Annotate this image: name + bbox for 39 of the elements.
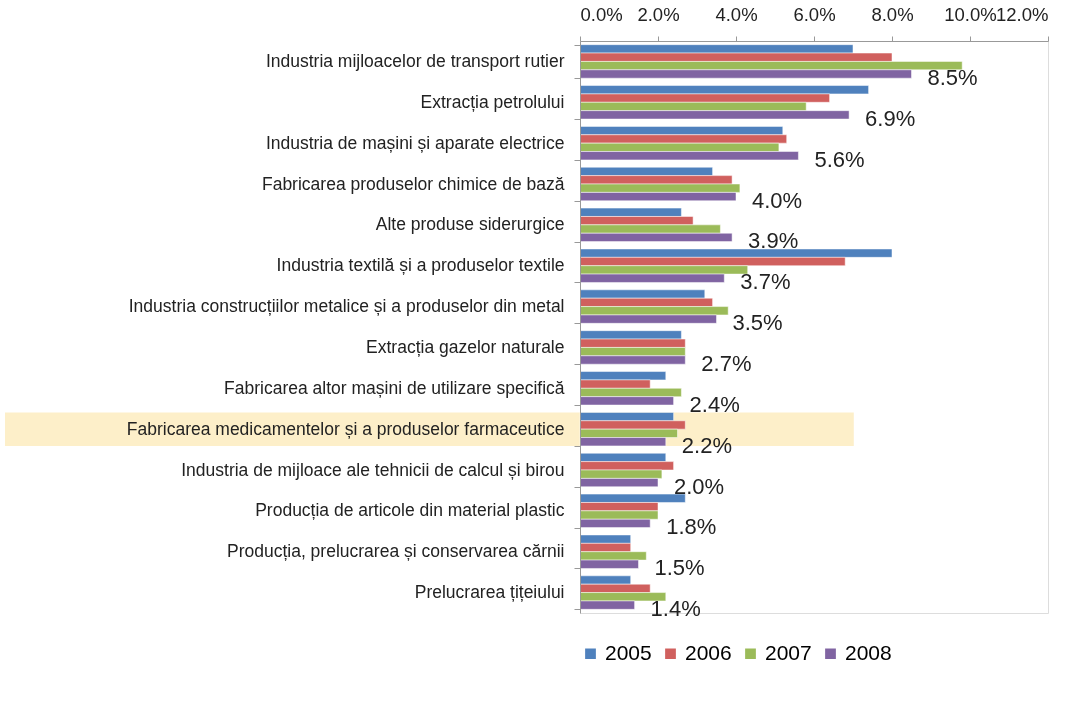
data-label: 3.9% [748,228,799,254]
y-tick-label: Producția de articole din material plastic [255,500,565,521]
x-tick-label: 10.0% [944,3,997,25]
x-tick-label: 0.0% [580,3,623,25]
data-label: 3.7% [740,269,791,295]
data-label: 1.8% [666,514,717,540]
data-label: 2.4% [689,391,740,417]
y-tick-label: Fabricarea produselor chimice de bază [261,173,565,194]
x-tick-label: 12.0% [996,3,1049,25]
legend-label: 2008 [845,640,892,664]
legend-label: 2006 [685,640,732,664]
data-label: 1.5% [654,555,705,581]
data-label: 2.2% [681,432,732,458]
y-tick-label: Fabricarea altor mașini de utilizare specifică [224,377,565,398]
data-label: 4.0% [752,187,803,213]
y-tick-label: Industria de mijloace ale tehnicii de calcul și birou [181,459,565,480]
x-tick-label: 4.0% [715,3,758,25]
data-label: 5.6% [814,146,865,172]
y-tick-label: Industria construcțiilor metalice și a produselor din metal [128,296,565,317]
data-label: 2.0% [674,473,725,499]
y-tick-label: Prelucrarea țițeiului [414,582,565,603]
data-label: 1.4% [650,596,701,622]
y-tick-label: Alte produse siderurgice [375,214,565,235]
y-tick-label: Industria textilă și a produselor textile [276,255,565,276]
y-tick-label: Extracția petrolului [420,91,565,112]
data-label: 2.7% [701,350,752,376]
data-label: 8.5% [927,64,978,90]
y-tick-label: Industria de mașini și aparate electrice [265,132,565,153]
legend-label: 2005 [605,640,652,664]
y-tick-label: Producția, prelucrarea și conservarea cărnii [226,541,565,562]
data-label: 3.5% [732,310,783,336]
y-tick-label: Extracția gazelor naturale [366,336,565,357]
y-tick-label: Fabricarea medicamentelor și a produselor farmaceutice [126,418,565,439]
y-tick-label: Industria mijloacelor de transport rutier [265,50,565,71]
x-tick-label: 6.0% [793,3,836,25]
x-tick-label: 2.0% [637,3,680,25]
legend-label: 2007 [765,640,812,664]
data-label: 6.9% [865,105,916,131]
x-tick-label: 8.0% [871,3,914,25]
